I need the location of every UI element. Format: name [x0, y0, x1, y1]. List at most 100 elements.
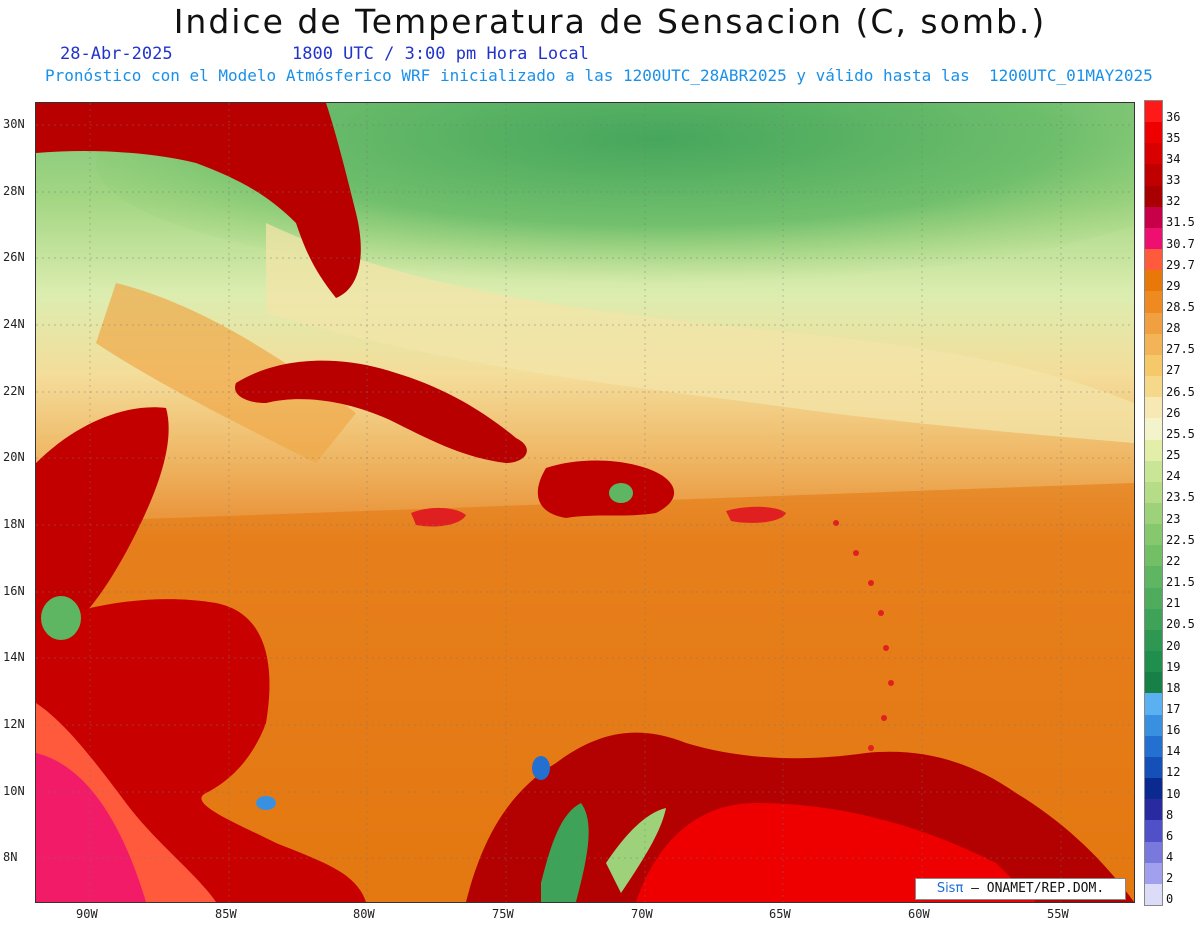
legend-swatch — [1145, 333, 1162, 356]
legend-swatch — [1145, 291, 1162, 314]
legend-swatch — [1145, 206, 1162, 229]
legend-label: 26 — [1166, 405, 1181, 420]
legend-swatch — [1145, 841, 1162, 864]
legend-label: 34 — [1166, 151, 1181, 166]
lat-label: 22N — [3, 384, 25, 398]
legend-label: 24 — [1166, 469, 1181, 484]
lat-label: 14N — [3, 650, 25, 664]
heat-index-map — [35, 102, 1135, 903]
credit-box: Sisπ – ONAMET/REP.DOM. — [915, 878, 1126, 900]
legend-swatch — [1145, 249, 1162, 271]
lon-label: 65W — [769, 907, 791, 921]
legend-label: 20 — [1166, 638, 1181, 653]
legend-label: 27 — [1166, 363, 1181, 378]
legend-label: 21 — [1166, 596, 1181, 611]
legend-label: 29 — [1166, 278, 1181, 293]
lon-label: 60W — [908, 907, 930, 921]
brand-logo: Sisπ — [936, 881, 964, 896]
legend-swatch — [1145, 101, 1162, 123]
legend-swatch — [1145, 122, 1162, 144]
lat-label: 12N — [3, 717, 25, 731]
legend-swatch — [1145, 651, 1162, 673]
lon-label: 55W — [1047, 907, 1069, 921]
legend-label: 28.5 — [1166, 300, 1195, 314]
legend-swatch — [1145, 227, 1162, 250]
legend-label: 25.5 — [1166, 426, 1195, 441]
legend-label: 20.5 — [1166, 617, 1195, 632]
legend-swatch — [1145, 524, 1162, 546]
legend-label: 0 — [1166, 892, 1174, 907]
legend-label: 17 — [1166, 702, 1181, 716]
legend-label: 2 — [1166, 871, 1174, 886]
legend-label: 16 — [1166, 723, 1181, 738]
color-legend — [1144, 100, 1163, 906]
legend-label: 18 — [1166, 680, 1181, 695]
lon-label: 75W — [492, 907, 514, 921]
legend-label: 29.7 — [1166, 257, 1195, 272]
legend-swatch — [1145, 735, 1162, 758]
legend-swatch — [1145, 397, 1162, 419]
legend-label: 33 — [1166, 173, 1181, 188]
legend-swatch — [1145, 820, 1162, 843]
legend-swatch — [1145, 503, 1162, 525]
legend-label: 25 — [1166, 448, 1181, 463]
lon-label: 70W — [631, 907, 653, 921]
legend-label: 30.7 — [1166, 236, 1195, 251]
legend-swatch — [1145, 418, 1162, 441]
legend-swatch — [1145, 756, 1162, 779]
legend-label: 4 — [1166, 850, 1174, 865]
legend-label: 26.5 — [1166, 384, 1195, 399]
legend-swatch — [1145, 883, 1162, 906]
legend-label: 23.5 — [1166, 490, 1195, 505]
legend-swatch — [1145, 460, 1162, 483]
legend-label: 22.5 — [1166, 532, 1195, 547]
legend-swatch — [1145, 270, 1162, 292]
lat-label: 8N — [3, 850, 18, 864]
legend-swatch — [1145, 778, 1162, 800]
legend-label: 21.5 — [1166, 575, 1195, 590]
legend-swatch — [1145, 143, 1162, 165]
legend-swatch — [1145, 481, 1162, 504]
map-title: Indice de Temperatura de Sensacion (C, s… — [173, 2, 1047, 41]
legend-swatch — [1145, 439, 1162, 462]
legend-label: 32 — [1166, 194, 1181, 209]
lat-label: 10N — [3, 784, 25, 798]
lat-label: 24N — [3, 317, 25, 331]
lat-label: 20N — [3, 450, 25, 464]
forecast-time: 1800 UTC / 3:00 pm Hora Local — [292, 44, 589, 64]
legend-swatch — [1145, 714, 1162, 737]
legend-label: 28 — [1166, 321, 1181, 336]
legend-swatch — [1145, 672, 1162, 694]
legend-label: 19 — [1166, 659, 1181, 674]
legend-swatch — [1145, 799, 1162, 821]
lat-label: 28N — [3, 184, 25, 198]
credit-text: – ONAMET/REP.DOM. — [971, 881, 1105, 896]
forecast-date: 28-Abr-2025 — [60, 44, 173, 64]
legend-label: 14 — [1166, 744, 1181, 759]
legend-swatch — [1145, 545, 1162, 567]
legend-swatch — [1145, 566, 1162, 589]
legend-swatch — [1145, 693, 1162, 716]
legend-swatch — [1145, 164, 1162, 187]
legend-label: 8 — [1166, 807, 1174, 822]
lon-label: 90W — [76, 907, 98, 921]
legend-label: 35 — [1166, 130, 1181, 145]
legend-swatch — [1145, 862, 1162, 885]
lat-label: 16N — [3, 584, 25, 598]
legend-label: 10 — [1166, 786, 1181, 801]
legend-label: 36 — [1166, 109, 1181, 124]
lat-label: 18N — [3, 517, 25, 531]
model-info: Pronóstico con el Modelo Atmósferico WRF… — [45, 66, 1153, 85]
legend-label: 22 — [1166, 553, 1181, 568]
legend-swatch — [1145, 312, 1162, 335]
legend-label: 27.5 — [1166, 342, 1195, 357]
legend-swatch — [1145, 608, 1162, 631]
legend-label: 23 — [1166, 511, 1181, 526]
legend-swatch — [1145, 629, 1162, 652]
legend-swatch — [1145, 587, 1162, 610]
legend-swatch — [1145, 185, 1162, 208]
lon-label: 80W — [353, 907, 375, 921]
legend-swatch — [1145, 376, 1162, 398]
lat-label: 30N — [3, 117, 25, 131]
lon-label: 85W — [215, 907, 237, 921]
